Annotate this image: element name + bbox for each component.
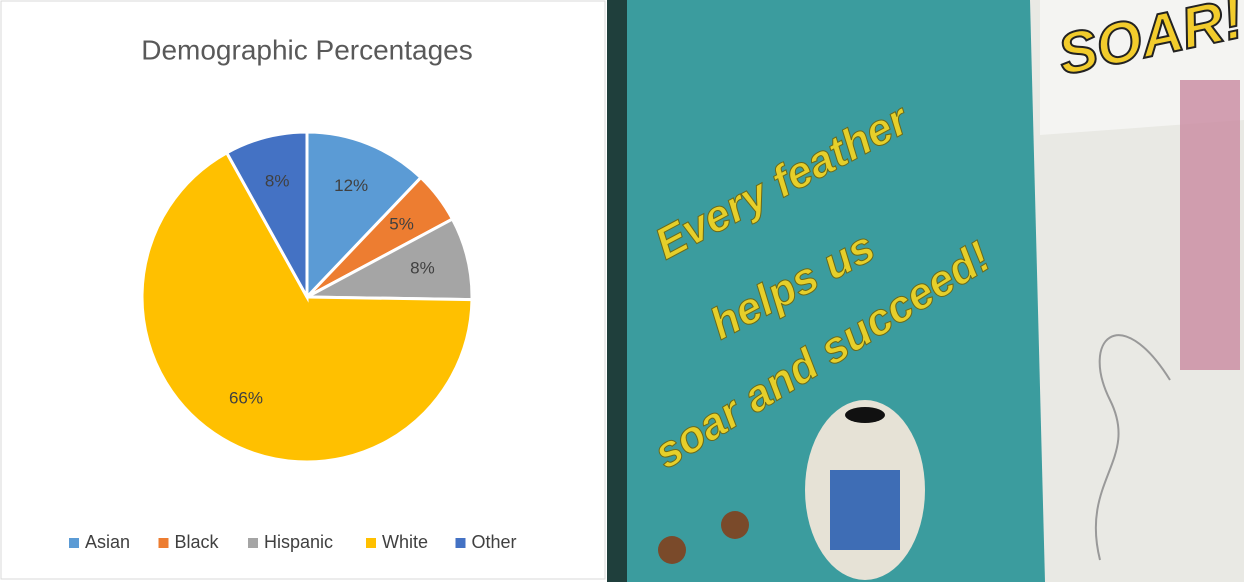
page: Demographic Percentages 12% 5% 8% 66% 8% Asi… xyxy=(0,0,1244,582)
data-label: 66% xyxy=(229,388,263,407)
eagle-glasses xyxy=(845,407,885,423)
legend-swatch xyxy=(69,538,79,548)
legend-label: White xyxy=(382,532,428,552)
photo-edge xyxy=(607,0,627,582)
legend-swatch xyxy=(248,538,258,548)
legend-label: Other xyxy=(472,532,517,552)
chart-title: Demographic Percentages xyxy=(141,34,473,65)
legend-label: Hispanic xyxy=(264,532,333,552)
legend-swatch xyxy=(456,538,466,548)
eagle-shirt xyxy=(830,470,900,550)
legend-swatch xyxy=(366,538,376,548)
data-label: 12% xyxy=(334,176,368,195)
kid-drawing xyxy=(658,536,686,564)
crowd-drawing xyxy=(1180,80,1240,370)
data-label: 5% xyxy=(389,215,414,234)
data-label: 8% xyxy=(265,171,290,190)
pie: 12% 5% 8% 66% 8% xyxy=(142,132,472,462)
legend-label: Black xyxy=(175,532,220,552)
legend-swatch xyxy=(159,538,169,548)
legend-label: Asian xyxy=(85,532,130,552)
data-label: 8% xyxy=(410,258,435,277)
kid-drawing xyxy=(721,511,749,539)
photo: SOAR! Every feather helps us soar and su… xyxy=(607,0,1244,582)
canvas: Demographic Percentages 12% 5% 8% 66% 8% Asi… xyxy=(0,0,1244,582)
